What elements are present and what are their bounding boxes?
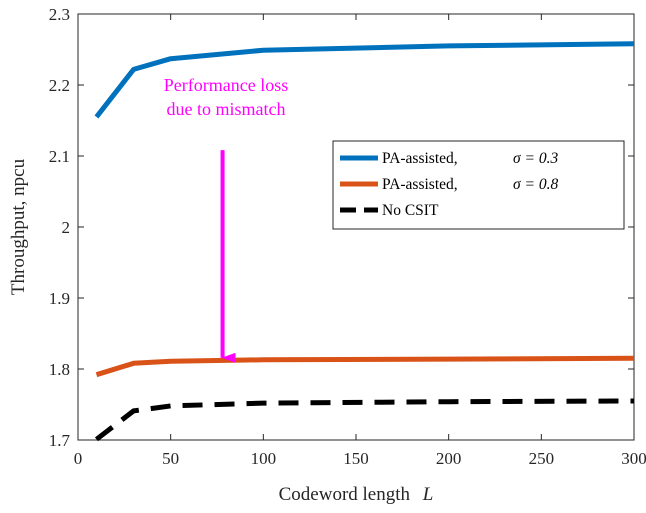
legend-entry-3: No CSIT	[382, 202, 439, 219]
legend-entry-2: PA-assisted,	[382, 176, 458, 193]
y-tick-label: 1.8	[49, 360, 70, 379]
x-tick-label: 100	[251, 449, 277, 468]
legend-sigma-2: σ = 0.8	[513, 176, 558, 193]
y-tick-label: 2.1	[49, 147, 70, 166]
x-tick-label: 150	[343, 449, 369, 468]
y-axis-label: Throughput, npcu	[8, 158, 29, 295]
y-tick-label: 2	[62, 218, 71, 237]
y-tick-label: 1.9	[49, 289, 70, 308]
annotation-text-line: due to mismatch	[167, 99, 286, 119]
y-tick-label: 2.3	[49, 5, 70, 24]
legend: PA-assisted, σ = 0.3 PA-assisted, σ = 0.8 No…	[332, 140, 625, 230]
series-layer	[94, 41, 635, 442]
y-tick-label: 2.2	[49, 76, 70, 95]
x-tick-label: 50	[162, 449, 179, 468]
x-axis-label: Codeword length L	[279, 484, 434, 505]
y-tick-label: 1.7	[49, 431, 71, 450]
legend-box	[332, 140, 625, 230]
x-tick-label: 200	[436, 449, 462, 468]
x-tick-label: 250	[529, 449, 555, 468]
series-line-2	[95, 355, 635, 378]
x-tick-label: 300	[621, 449, 646, 468]
ticks-layer: 0 50 100 150 200 250 300 1.7 1.8 1.9 2 2.1 2.2 2.3	[49, 5, 646, 468]
legend-sigma-1: σ = 0.3	[513, 150, 558, 167]
series-line-1	[94, 41, 635, 119]
x-tick-label: 0	[74, 449, 83, 468]
annotation-layer: Performance loss due to mismatch	[164, 75, 288, 363]
annotation-text-line: Performance loss	[164, 75, 288, 95]
legend-entry-1: PA-assisted,	[382, 150, 458, 167]
x-axis-label-symbol: L	[422, 484, 434, 505]
x-axis-label-text: Codeword length	[279, 484, 411, 505]
series-line-3	[94, 398, 635, 442]
